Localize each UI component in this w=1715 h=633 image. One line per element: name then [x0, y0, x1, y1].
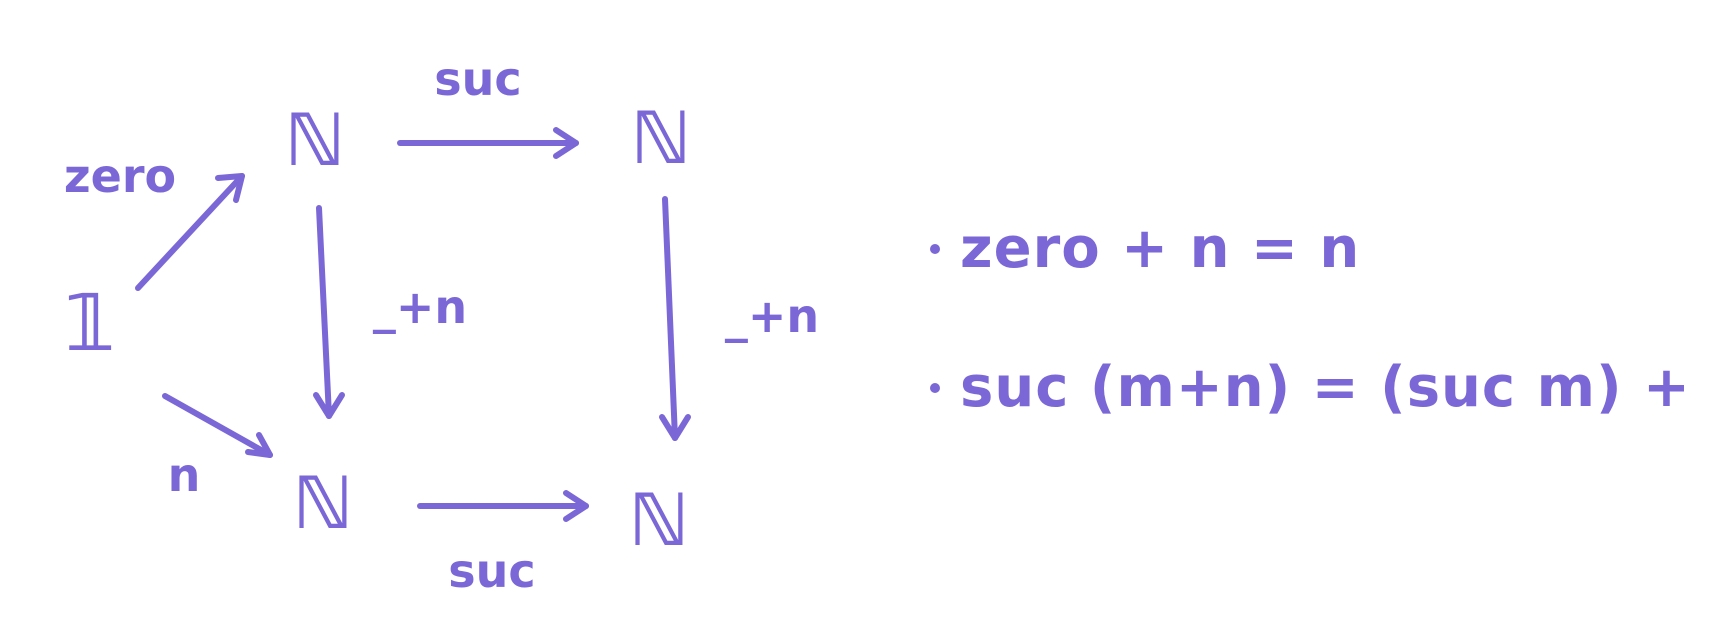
naturals-node-top-right: ℕ: [630, 96, 691, 180]
n-label: n: [167, 448, 201, 502]
equation-suc-plus: suc (m+n) = (suc m) + n: [930, 360, 1715, 416]
naturals-node-bottom-left: ℕ: [292, 461, 353, 545]
naturals-node-top-left: ℕ: [284, 98, 345, 182]
equation-zero-plus-text: zero + n = n: [960, 216, 1361, 281]
unit-node: 𝟙: [62, 279, 117, 369]
arrow-bottom-suc: [417, 490, 589, 522]
arrow-right-plus: [659, 196, 691, 441]
zero-label: zero: [63, 149, 177, 203]
right-plus-label: _+n: [724, 289, 820, 343]
arrow-n: [162, 393, 273, 458]
naturals-node-bottom-right: ℕ: [628, 478, 689, 562]
bottom-suc-label: suc: [448, 544, 536, 598]
bullet-icon: [930, 383, 940, 393]
equation-suc-plus-text: suc (m+n) = (suc m) + n: [960, 355, 1715, 420]
top-suc-label: suc: [434, 52, 522, 106]
left-plus-label: _+n: [372, 280, 468, 334]
arrow-top-suc: [397, 127, 579, 159]
arrow-zero: [135, 173, 245, 291]
bullet-icon: [930, 244, 940, 254]
equation-zero-plus: zero + n = n: [930, 221, 1360, 277]
arrow-left-plus: [313, 205, 345, 419]
